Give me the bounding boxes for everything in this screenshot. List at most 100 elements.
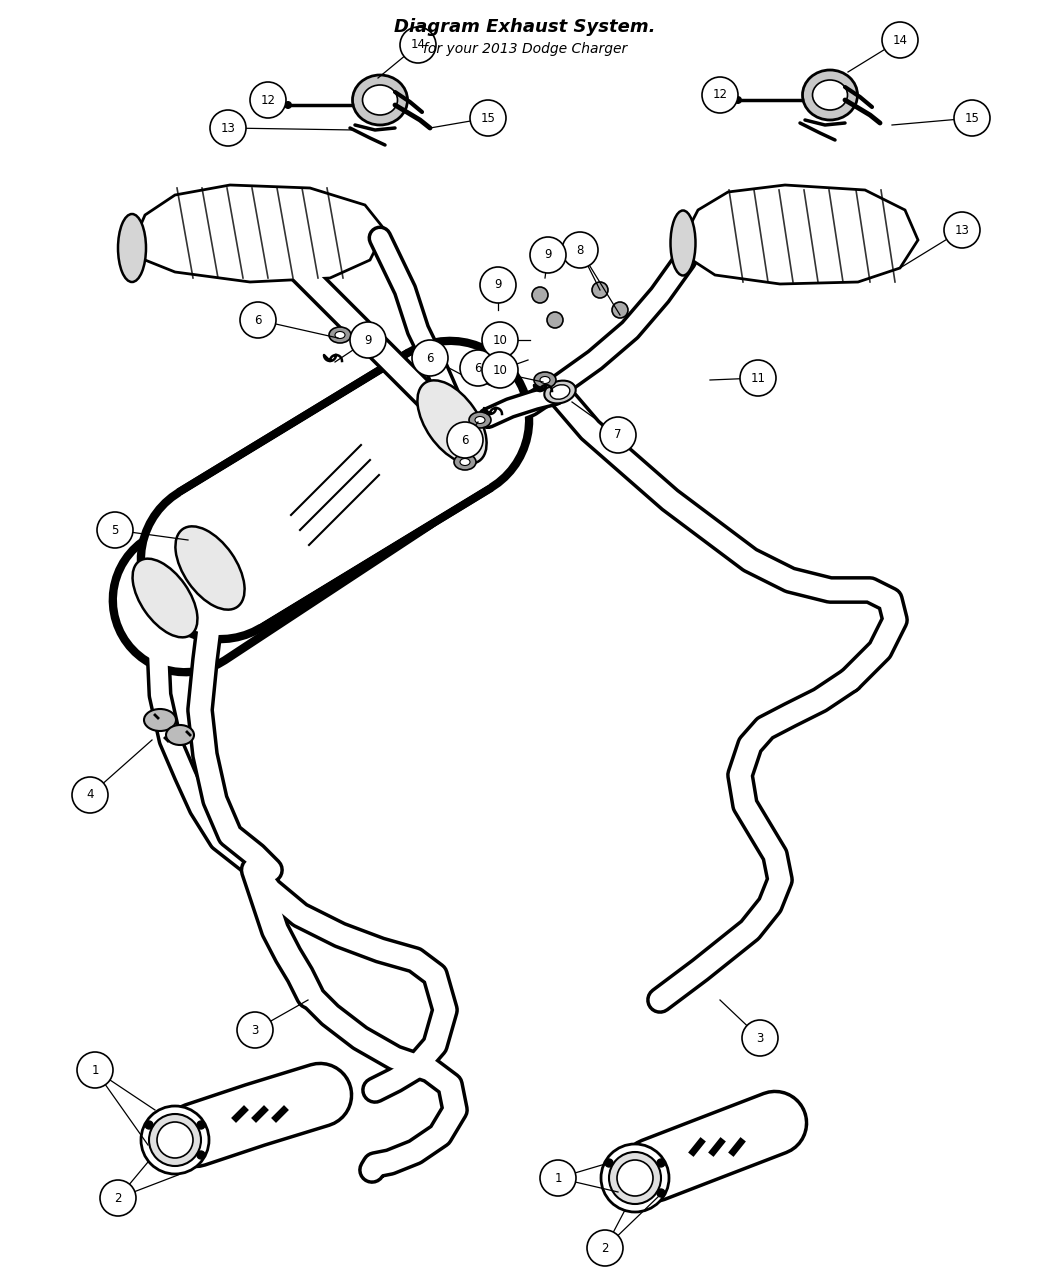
Text: 11: 11: [751, 371, 765, 385]
Circle shape: [530, 237, 566, 273]
Circle shape: [447, 422, 483, 458]
Ellipse shape: [475, 417, 485, 423]
Text: 2: 2: [114, 1192, 122, 1205]
Circle shape: [482, 323, 518, 358]
Text: 9: 9: [544, 249, 551, 261]
Text: 6: 6: [475, 362, 482, 375]
Text: 9: 9: [364, 334, 372, 347]
Ellipse shape: [609, 1153, 662, 1204]
Circle shape: [412, 340, 448, 376]
Ellipse shape: [460, 459, 470, 465]
Text: 12: 12: [260, 93, 275, 107]
Circle shape: [547, 312, 563, 328]
Text: 3: 3: [251, 1024, 258, 1037]
Text: 7: 7: [614, 428, 622, 441]
Circle shape: [210, 110, 246, 147]
Circle shape: [954, 99, 990, 136]
Circle shape: [734, 96, 742, 105]
Text: 14: 14: [411, 38, 425, 51]
Circle shape: [612, 302, 628, 317]
Text: 4: 4: [86, 788, 93, 802]
Ellipse shape: [141, 1105, 209, 1174]
Circle shape: [600, 417, 636, 453]
Circle shape: [562, 232, 598, 268]
Text: Diagram Exhaust System.: Diagram Exhaust System.: [394, 18, 656, 36]
Ellipse shape: [540, 376, 550, 384]
Ellipse shape: [166, 725, 194, 745]
Circle shape: [587, 1230, 623, 1266]
Ellipse shape: [132, 558, 197, 638]
Circle shape: [250, 82, 286, 119]
Text: 13: 13: [220, 121, 235, 134]
Text: 15: 15: [481, 111, 496, 125]
Circle shape: [944, 212, 980, 249]
Ellipse shape: [353, 75, 407, 125]
Circle shape: [197, 1151, 205, 1159]
Text: 8: 8: [576, 244, 584, 256]
Ellipse shape: [158, 1122, 193, 1158]
Circle shape: [532, 287, 548, 303]
Text: 3: 3: [756, 1031, 763, 1044]
Circle shape: [400, 27, 436, 62]
Ellipse shape: [802, 70, 858, 120]
Text: 9: 9: [495, 278, 502, 292]
Ellipse shape: [550, 385, 570, 399]
Circle shape: [657, 1190, 665, 1197]
Circle shape: [197, 1121, 205, 1128]
Text: 1: 1: [554, 1172, 562, 1184]
Circle shape: [97, 513, 133, 548]
Text: 2: 2: [602, 1242, 609, 1255]
Polygon shape: [130, 185, 385, 282]
Circle shape: [460, 351, 496, 386]
Text: 6: 6: [426, 352, 434, 365]
Circle shape: [702, 76, 738, 113]
Circle shape: [882, 22, 918, 57]
Circle shape: [77, 1052, 113, 1088]
Ellipse shape: [671, 210, 695, 275]
Text: 1: 1: [91, 1063, 99, 1076]
Text: 10: 10: [492, 334, 507, 347]
Ellipse shape: [544, 381, 575, 403]
Ellipse shape: [149, 1114, 201, 1167]
Ellipse shape: [454, 454, 476, 470]
Circle shape: [72, 776, 108, 813]
Text: 10: 10: [492, 363, 507, 376]
Ellipse shape: [175, 527, 245, 609]
Text: 13: 13: [954, 223, 969, 236]
Circle shape: [350, 323, 386, 358]
Ellipse shape: [144, 709, 176, 731]
Circle shape: [480, 266, 516, 303]
Circle shape: [540, 1160, 576, 1196]
Circle shape: [145, 1121, 153, 1128]
Text: 14: 14: [892, 33, 907, 46]
Circle shape: [482, 352, 518, 388]
Circle shape: [592, 282, 608, 298]
Circle shape: [240, 302, 276, 338]
Text: 5: 5: [111, 524, 119, 537]
Ellipse shape: [534, 372, 557, 388]
Text: 12: 12: [713, 88, 728, 102]
Circle shape: [740, 360, 776, 397]
Ellipse shape: [418, 380, 486, 464]
Ellipse shape: [813, 80, 847, 110]
Circle shape: [605, 1159, 613, 1167]
Circle shape: [742, 1020, 778, 1056]
Text: 6: 6: [461, 434, 468, 446]
Ellipse shape: [118, 214, 146, 282]
Circle shape: [284, 101, 292, 108]
Ellipse shape: [490, 375, 500, 381]
Text: 15: 15: [965, 111, 980, 125]
Circle shape: [470, 99, 506, 136]
Ellipse shape: [362, 85, 398, 115]
Ellipse shape: [335, 332, 345, 338]
Ellipse shape: [601, 1144, 669, 1213]
Circle shape: [657, 1159, 665, 1167]
Ellipse shape: [329, 326, 351, 343]
Circle shape: [100, 1179, 136, 1216]
Circle shape: [237, 1012, 273, 1048]
Ellipse shape: [617, 1160, 653, 1196]
Text: 6: 6: [254, 314, 261, 326]
Ellipse shape: [469, 412, 491, 428]
Polygon shape: [680, 185, 918, 284]
Text: for your 2013 Dodge Charger: for your 2013 Dodge Charger: [423, 42, 627, 56]
